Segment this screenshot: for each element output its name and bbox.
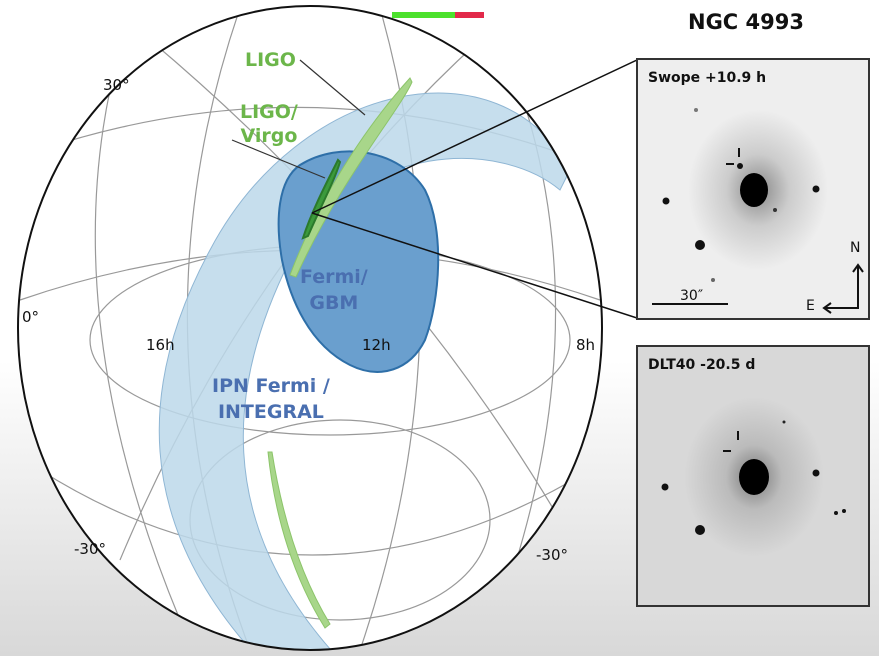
ra-label: 16h [146,336,175,354]
inset-caption: DLT40 -20.5 d [648,357,756,373]
ligo-virgo-pointer [231,139,326,179]
ligo-virgo-label: LIGO/Virgo [240,101,298,147]
swope-inset: Swope +10.9 h 30″ N E [636,58,870,320]
inset-caption: Swope +10.9 h [648,70,767,86]
ra-label: 12h [362,336,391,354]
galaxy-image [652,108,864,314]
zoom-line-bottom [311,212,638,319]
scale-bar-label: 30″ [680,288,704,304]
galaxy-image [661,420,846,535]
ipn-label: IPN Fermi / INTEGRAL [212,375,330,423]
video-progress-bar[interactable] [392,12,484,18]
ligo-virgo-region [301,158,342,240]
dec-label: 0° [22,308,40,326]
ligo-region-south [267,451,331,629]
ligo-pointer [299,59,366,116]
east-label: E [806,298,815,314]
ligo-label: LIGO [245,49,296,71]
dlt40-inset: DLT40 -20.5 d [636,345,870,607]
fermi-gbm-label: Fermi/GBM [300,266,368,314]
figure-title: NGC 4993 [688,10,804,34]
zoom-line-top [311,59,638,214]
dec-label: 30° [103,76,130,94]
ligo-region [289,77,413,278]
dec-label: -30° [536,546,568,564]
dec-label: -30° [74,540,106,558]
north-label: N [850,240,861,256]
ra-label: 8h [576,336,596,354]
